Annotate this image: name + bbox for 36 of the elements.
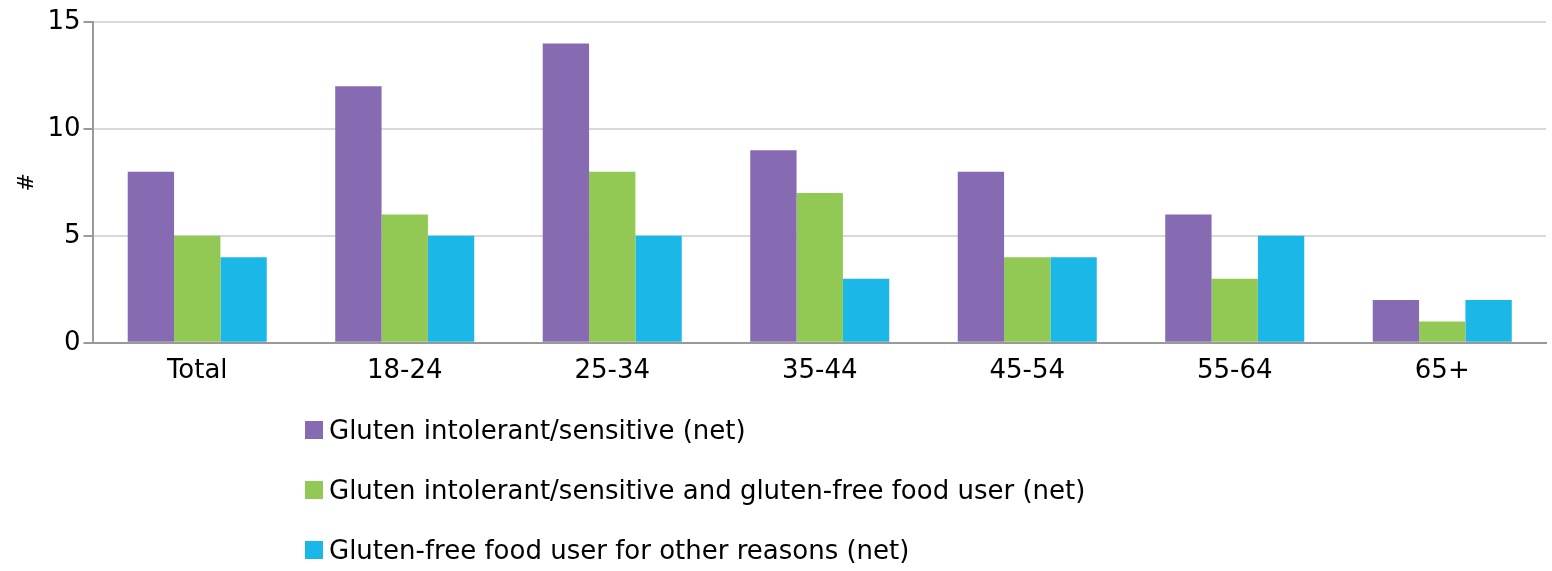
bar [589,171,636,342]
legend-label: Gluten-free food user for other reasons (net) [329,535,910,565]
bar [1211,278,1258,342]
bar [750,150,797,342]
y-tick-label: 0 [63,325,81,356]
bar [1050,257,1097,342]
bar [1257,235,1305,342]
bar [335,86,382,342]
bar [957,171,1005,342]
y-tick-label: 5 [63,218,81,249]
x-tick-label: 35-44 [781,354,858,385]
bar [635,235,682,342]
bar [1419,321,1466,342]
legend-label: Gluten intolerant/sensitive (net) [329,415,746,445]
x-tick-label: 55-64 [1196,354,1273,385]
bar [1165,214,1212,342]
y-tick-label: 15 [47,4,81,35]
x-tick-label: Total [165,354,228,385]
x-tick-label: 65+ [1414,354,1470,385]
bar [542,43,590,342]
bar [127,171,175,342]
x-tick-label: 25-34 [574,354,651,385]
bar [796,193,843,342]
bar [220,257,267,342]
bar [1465,300,1512,342]
legend-label: Gluten intolerant/sensitive and gluten-free food user (net) [329,475,1086,505]
y-tick-label: 10 [47,111,81,142]
bar [427,235,475,342]
x-tick-label: 18-24 [366,354,443,385]
bar [842,278,890,342]
bar [174,235,221,342]
y-axis-title: # [12,173,38,192]
bar [381,214,428,342]
bar [1372,300,1420,342]
bar [1004,257,1051,342]
x-tick-label: 45-54 [989,354,1066,385]
